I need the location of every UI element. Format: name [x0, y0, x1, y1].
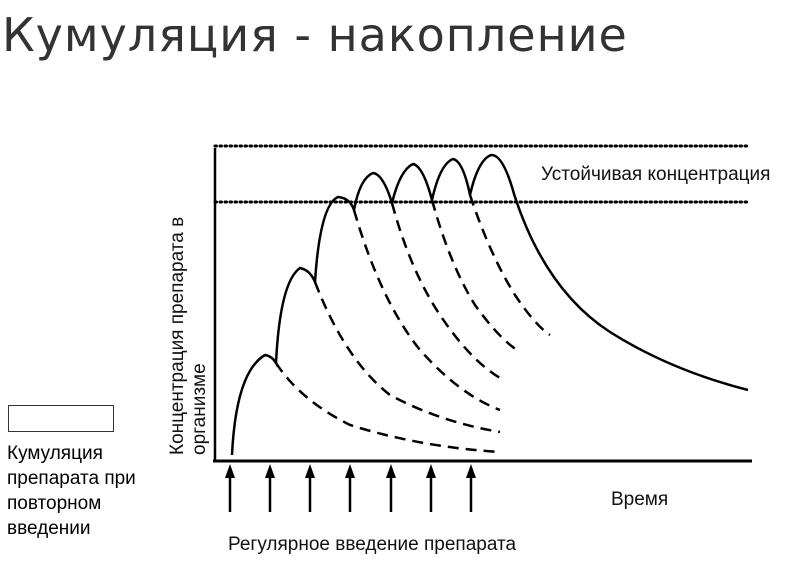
washout-curve [274, 362, 501, 454]
washout-curve [390, 202, 501, 380]
washout-curve [313, 281, 501, 434]
y-axis-label-line1: Концентрация препарата в [167, 217, 188, 455]
x-axis-label: Время [611, 489, 668, 510]
dose-arrow [386, 464, 396, 512]
dosing-label: Регулярное введение препарата [228, 534, 516, 555]
y-axis-label: Концентрация препарата в организме [167, 212, 210, 455]
caption-line: повторном [7, 493, 102, 514]
caption-box [8, 405, 114, 432]
dose-arrow [426, 464, 436, 512]
dose-arrow [466, 464, 476, 512]
caption-line: введении [7, 518, 91, 539]
cumulative-concentration-curve [230, 153, 749, 456]
washout-curve [430, 199, 521, 354]
caption-line: Кумуляция [7, 443, 103, 464]
dose-arrows [225, 464, 476, 512]
washout-curve [468, 194, 551, 337]
caption-line: препарата при [7, 468, 136, 489]
washout-curve [352, 209, 501, 412]
caption: Кумуляция препарата при повторном введен… [7, 441, 157, 541]
steady-state-label: Устойчивая концентрация [541, 164, 770, 185]
dose-arrow [265, 464, 275, 512]
slide-title: Кумуляция - накопление [2, 8, 628, 62]
dose-arrow [345, 464, 355, 512]
dose-arrow [305, 464, 315, 512]
dose-arrow [225, 464, 235, 512]
y-axis-label-line2: организме [189, 363, 210, 455]
